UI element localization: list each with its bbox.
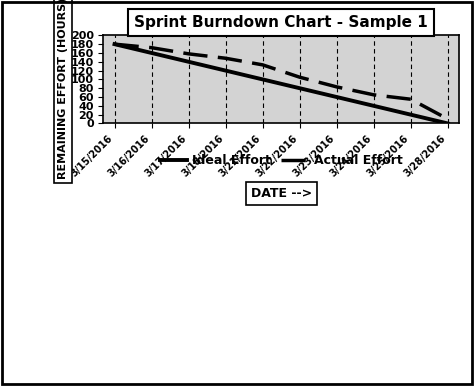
Ideal Effort (445, 121, 451, 126)
Ideal Effort (408, 112, 414, 117)
Ideal Effort (112, 42, 118, 46)
Actual Effort (445, 117, 451, 122)
Line: Actual Effort: Actual Effort (115, 44, 448, 119)
Title: Sprint Burndown Chart - Sample 1: Sprint Burndown Chart - Sample 1 (134, 15, 428, 30)
Actual Effort (186, 51, 191, 56)
Actual Effort (112, 42, 118, 46)
Actual Effort (334, 85, 339, 89)
Legend: Ideal Effort, Actual Effort: Ideal Effort, Actual Effort (155, 149, 408, 172)
Ideal Effort (186, 59, 191, 64)
Actual Effort (408, 97, 414, 102)
Line: Ideal Effort: Ideal Effort (115, 44, 448, 124)
Actual Effort (149, 46, 155, 50)
Actual Effort (260, 63, 265, 67)
Ideal Effort (371, 103, 377, 108)
Ideal Effort (149, 51, 155, 55)
Actual Effort (223, 56, 228, 61)
Ideal Effort (260, 77, 265, 82)
Ideal Effort (297, 86, 302, 91)
Actual Effort (371, 93, 377, 97)
Actual Effort (297, 75, 302, 80)
X-axis label: DATE -->: DATE --> (251, 187, 312, 200)
Y-axis label: REMAINING EFFORT (HOURS)-->: REMAINING EFFORT (HOURS)--> (58, 0, 68, 179)
Ideal Effort (223, 68, 228, 73)
Ideal Effort (334, 95, 339, 99)
